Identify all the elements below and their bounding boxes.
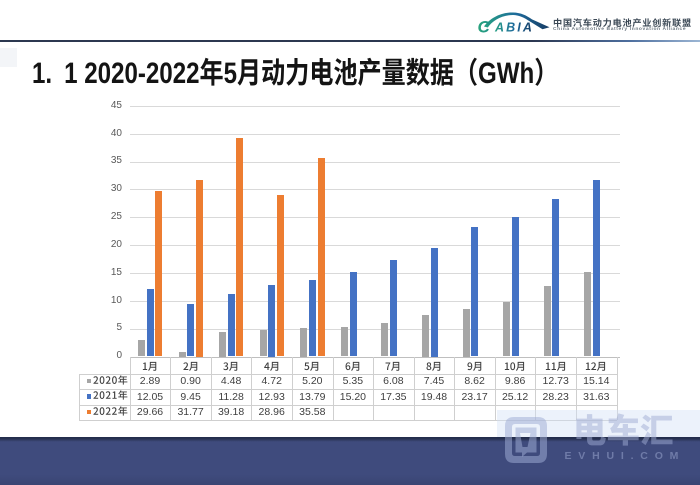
svg-text:C: C [478, 17, 491, 36]
svg-text:ABIA: ABIA [494, 20, 534, 34]
